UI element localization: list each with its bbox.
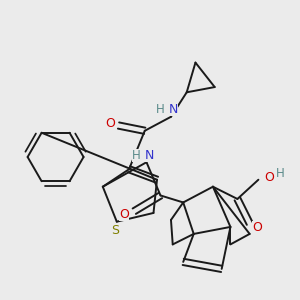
Text: N: N: [169, 103, 178, 116]
Text: H: H: [155, 103, 164, 116]
Text: O: O: [105, 117, 115, 130]
Text: S: S: [111, 224, 119, 237]
Text: O: O: [264, 172, 274, 184]
Text: O: O: [252, 221, 262, 234]
Text: H: H: [276, 167, 284, 180]
Text: O: O: [119, 208, 129, 221]
Text: N: N: [145, 149, 154, 162]
Text: H: H: [132, 149, 140, 162]
